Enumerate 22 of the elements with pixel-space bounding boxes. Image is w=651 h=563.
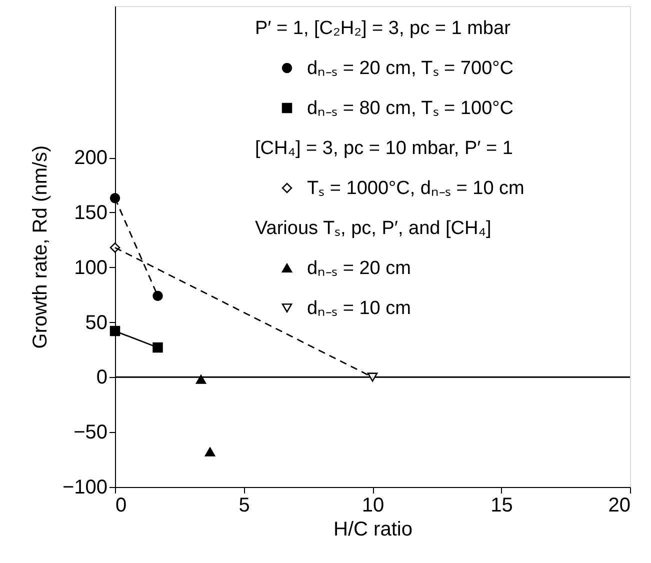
x-axis-title: H/C ratio xyxy=(334,518,412,540)
y-tick-label: 100 xyxy=(74,256,108,279)
y-tick-label: −50 xyxy=(74,422,108,444)
legend-label: dₙ₋ₛ = 20 cm, Tₛ = 700°C xyxy=(307,58,514,79)
y-tick-label: 0 xyxy=(96,366,108,389)
y-tick-label: 200 xyxy=(74,147,108,170)
legend-label: dₙ₋ₛ = 20 cm xyxy=(307,258,411,279)
y-tick-label: 150 xyxy=(74,202,108,224)
x-tick-label: 20 xyxy=(608,494,630,516)
y-axis-title: Growth rate, Rd (nm/s) xyxy=(29,145,52,349)
legend-label: dₙ₋ₛ = 80 cm, Tₛ = 100°C xyxy=(307,98,514,119)
x-tick-label: 0 xyxy=(116,494,127,516)
y-tick-label: 50 xyxy=(85,312,108,334)
x-tick-label: 10 xyxy=(362,494,384,516)
annotation: P′ = 1, [C₂H₂] = 3, pc = 1 mbar xyxy=(255,18,512,39)
legend-label: Tₛ = 1000°C, dₙ₋ₛ = 10 cm xyxy=(307,178,524,199)
y-tick-label: −100 xyxy=(62,476,108,498)
x-tick-label: 5 xyxy=(238,494,250,516)
annotation: Various Tₛ, pc, P′, and [CH₄] xyxy=(255,218,492,239)
legend-label: dₙ₋ₛ = 10 cm xyxy=(307,298,411,319)
annotation: [CH₄] = 3, pc = 10 mbar, P′ = 1 xyxy=(255,138,513,159)
x-tick-label: 15 xyxy=(490,494,513,516)
